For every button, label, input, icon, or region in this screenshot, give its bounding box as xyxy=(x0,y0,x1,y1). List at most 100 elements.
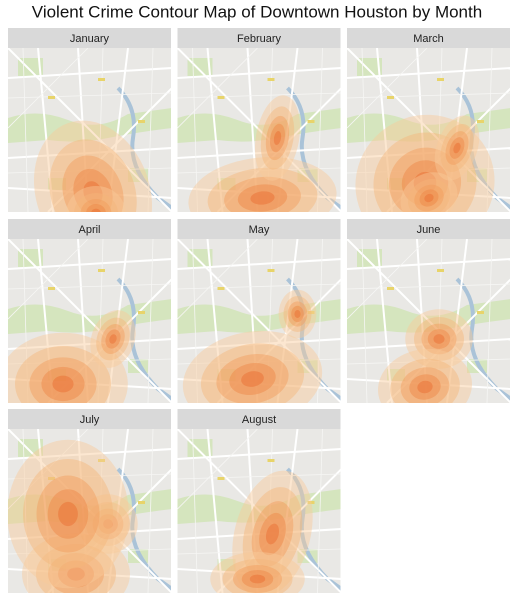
contour xyxy=(73,168,113,212)
contour xyxy=(413,171,437,195)
map xyxy=(8,48,171,212)
contour xyxy=(49,139,137,212)
contour xyxy=(419,189,439,207)
map xyxy=(8,429,171,593)
strip-label: June xyxy=(417,224,441,236)
contour xyxy=(373,132,477,212)
chart-title: Violent Crime Contour Map of Downtown Ho… xyxy=(32,2,482,21)
contour xyxy=(182,330,323,403)
contour xyxy=(98,514,118,534)
contour xyxy=(283,296,312,332)
contour xyxy=(74,193,118,212)
contour xyxy=(33,120,153,212)
contour xyxy=(216,354,289,403)
contour xyxy=(188,157,337,212)
contour xyxy=(23,459,113,569)
strip-label: August xyxy=(242,414,276,426)
facet-panel: February xyxy=(177,28,341,212)
contour xyxy=(433,334,445,344)
facet-panel: April xyxy=(8,219,171,403)
contour xyxy=(241,570,274,588)
facet-panel: January xyxy=(8,28,171,212)
contour xyxy=(22,533,130,593)
facet-panel: May xyxy=(177,219,341,403)
map xyxy=(177,48,341,212)
contour xyxy=(407,178,451,212)
contour xyxy=(250,191,275,205)
contour xyxy=(67,567,85,581)
strip-label: January xyxy=(70,33,110,45)
contour xyxy=(96,317,130,361)
contour xyxy=(405,309,473,369)
contour xyxy=(254,95,301,181)
contour xyxy=(278,289,317,339)
contour xyxy=(232,470,313,593)
contour xyxy=(47,489,89,539)
contour xyxy=(400,367,450,403)
contour xyxy=(41,366,85,402)
contour xyxy=(15,346,111,403)
contour xyxy=(269,123,286,153)
contour xyxy=(445,131,469,165)
contour xyxy=(241,371,264,387)
contour xyxy=(237,184,288,212)
contour xyxy=(86,502,130,546)
contour xyxy=(427,329,451,349)
contour xyxy=(90,310,136,368)
contour xyxy=(78,494,138,554)
contour xyxy=(414,317,464,361)
strip xyxy=(177,219,341,239)
map xyxy=(347,48,510,212)
contour xyxy=(92,508,124,540)
strip-label: May xyxy=(249,224,270,236)
contour xyxy=(242,487,303,581)
facet-panel: August xyxy=(177,409,341,593)
contour xyxy=(86,204,106,212)
contour xyxy=(273,131,282,145)
contour xyxy=(233,565,282,593)
contour xyxy=(66,186,126,212)
contour xyxy=(52,375,74,393)
strip-label: April xyxy=(78,224,100,236)
strip xyxy=(8,28,171,48)
contour xyxy=(251,501,294,567)
contour xyxy=(109,334,117,344)
contour xyxy=(260,106,295,170)
strip xyxy=(347,219,510,239)
contour xyxy=(105,329,121,349)
strip xyxy=(8,219,171,239)
contour xyxy=(287,301,308,327)
strip-label: July xyxy=(80,414,100,426)
map xyxy=(177,239,341,403)
contour xyxy=(8,332,128,403)
contour xyxy=(259,512,286,556)
contour xyxy=(229,362,276,396)
strip xyxy=(8,409,171,429)
contour xyxy=(291,305,304,323)
strip xyxy=(347,28,510,48)
contour xyxy=(8,439,129,589)
contour xyxy=(400,172,458,212)
map xyxy=(177,429,341,593)
contour xyxy=(449,137,465,159)
contour xyxy=(249,574,266,584)
contour xyxy=(401,160,449,206)
contour xyxy=(58,560,94,588)
contour xyxy=(390,358,460,403)
facet-panel: March xyxy=(347,28,510,212)
contour xyxy=(424,193,434,203)
contour xyxy=(294,310,301,318)
contour xyxy=(265,115,290,161)
contour xyxy=(434,115,480,181)
contour xyxy=(409,374,441,400)
contour xyxy=(48,553,104,593)
contour xyxy=(222,559,293,593)
contour xyxy=(58,501,78,527)
contour xyxy=(91,208,101,212)
facet-panel: July xyxy=(8,409,171,593)
contour xyxy=(440,123,474,173)
contour xyxy=(36,544,116,593)
contour xyxy=(36,475,100,553)
contour xyxy=(453,142,461,154)
